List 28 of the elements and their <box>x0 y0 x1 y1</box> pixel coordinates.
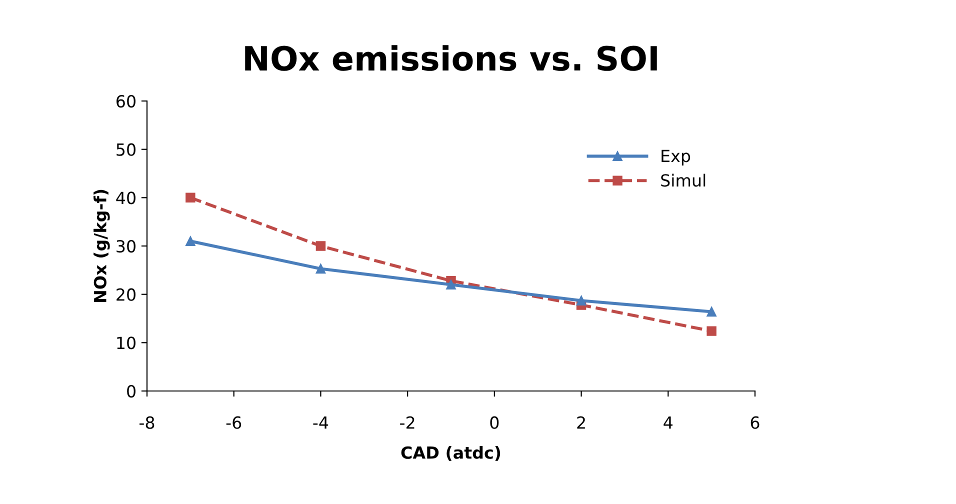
chart-title: NOx emissions vs. SOI <box>245 45 657 71</box>
point <box>316 241 326 251</box>
point <box>316 264 326 274</box>
y-axis-title: NOx (g/kg-f) <box>94 190 110 302</box>
x-tick-label: -6 <box>226 416 242 429</box>
y-tick-label: 50 <box>116 143 136 156</box>
x-tick-label: -8 <box>140 416 154 429</box>
legend-label: Exp <box>662 150 690 166</box>
point <box>706 306 716 317</box>
point <box>186 236 196 246</box>
point <box>576 296 586 306</box>
point <box>446 280 456 290</box>
y-tick-label: 20 <box>116 288 136 301</box>
y-tick-label: 60 <box>116 94 136 108</box>
point <box>706 326 716 336</box>
point <box>186 192 196 203</box>
y-tick-label: 10 <box>117 336 136 350</box>
x-tick-label: 0 <box>490 416 499 429</box>
x-tick-label: -2 <box>400 416 414 429</box>
legend-label: Simul <box>661 174 706 187</box>
x-tick-label: 4 <box>664 416 673 429</box>
x-tick-label: 6 <box>750 416 760 429</box>
x-tick-label: -4 <box>313 416 328 429</box>
y-tick-label: 0 <box>127 384 136 398</box>
x-tick-label: 2 <box>577 416 585 429</box>
y-tick-label: 40 <box>116 192 136 204</box>
y-tick-label: 30 <box>116 240 136 253</box>
x-axis-title: CAD (atdc) <box>401 446 500 461</box>
